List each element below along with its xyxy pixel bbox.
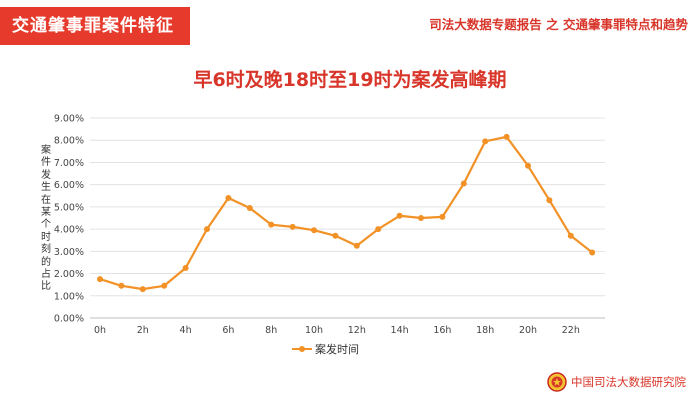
section-title-banner: 交通肇事罪案件特征 — [0, 7, 190, 45]
y-tick-labels: 0.00% 1.00% 2.00% 3.00% 4.00% 5.00% 6.00% 7.00%… — [54, 114, 84, 325]
data-point — [546, 197, 553, 204]
x-tick-label: 2h — [137, 325, 149, 336]
x-tick-label: 4h — [180, 325, 192, 336]
chart-title: 早6时及晚18时至19时为案发高峰期 — [193, 69, 507, 91]
series-layer — [97, 133, 596, 293]
data-point — [567, 232, 574, 239]
y-tick-label: 4.00% — [54, 225, 84, 236]
y-tick-label: 7.00% — [54, 158, 84, 169]
series-line — [99, 135, 593, 291]
data-point — [353, 242, 360, 249]
x-tick-label: 6h — [222, 325, 234, 336]
data-point — [246, 205, 253, 211]
data-point — [139, 286, 146, 293]
x-tick-label: 8h — [265, 325, 277, 336]
x-tick-labels: 0h 2h 4h 6h 8h 10h 12h 14h 16h 18h 20h 22h — [94, 325, 580, 336]
data-point — [161, 282, 168, 289]
y-tick-label: 1.00% — [54, 291, 84, 302]
report-title: 司法大数据专题报告 之 交通肇事罪特点和趋势 — [429, 17, 688, 32]
x-tick-label: 18h — [476, 325, 494, 336]
data-point — [225, 195, 232, 201]
data-point — [268, 221, 275, 228]
y-axis-label: 案件发生在某个时刻的占比 — [41, 145, 51, 293]
data-point — [204, 226, 210, 233]
x-tick-label: 16h — [433, 325, 451, 336]
brand-name: 中国司法大数据研究院 — [571, 375, 686, 389]
data-point — [97, 276, 103, 283]
legend-label: 案发时间 — [315, 342, 359, 356]
data-point — [375, 226, 382, 233]
data-point — [118, 282, 125, 289]
data-point — [332, 232, 339, 239]
data-point — [482, 138, 489, 145]
y-tick-label: 3.00% — [54, 247, 84, 258]
y-tick-label: 9.00% — [54, 114, 84, 125]
y-tick-label: 0.00% — [54, 314, 84, 325]
x-tick-label: 20h — [519, 325, 537, 336]
brand: 中国司法大数据研究院 — [547, 372, 686, 392]
x-tick-label: 14h — [391, 325, 409, 336]
y-tick-label: 2.00% — [54, 269, 84, 280]
x-tick-label: 12h — [348, 325, 366, 336]
data-point — [311, 227, 317, 234]
data-point — [589, 249, 596, 256]
legend: 案发时间 — [292, 342, 359, 356]
data-point — [418, 215, 424, 221]
y-tick-label: 5.00% — [54, 202, 84, 213]
legend-marker — [299, 346, 305, 352]
data-point — [289, 223, 296, 230]
data-point — [396, 212, 403, 219]
x-tick-label: 10h — [305, 325, 323, 336]
y-tick-label: 8.00% — [54, 136, 84, 147]
gridlines — [90, 117, 605, 319]
x-tick-label: 0h — [94, 325, 106, 336]
y-tick-label: 6.00% — [54, 180, 84, 191]
data-point — [460, 180, 467, 187]
data-point — [503, 133, 510, 140]
data-point — [525, 162, 531, 169]
data-point — [182, 265, 189, 271]
court-emblem-icon — [547, 372, 567, 392]
x-tick-label: 22h — [562, 325, 580, 336]
data-point — [439, 213, 446, 220]
